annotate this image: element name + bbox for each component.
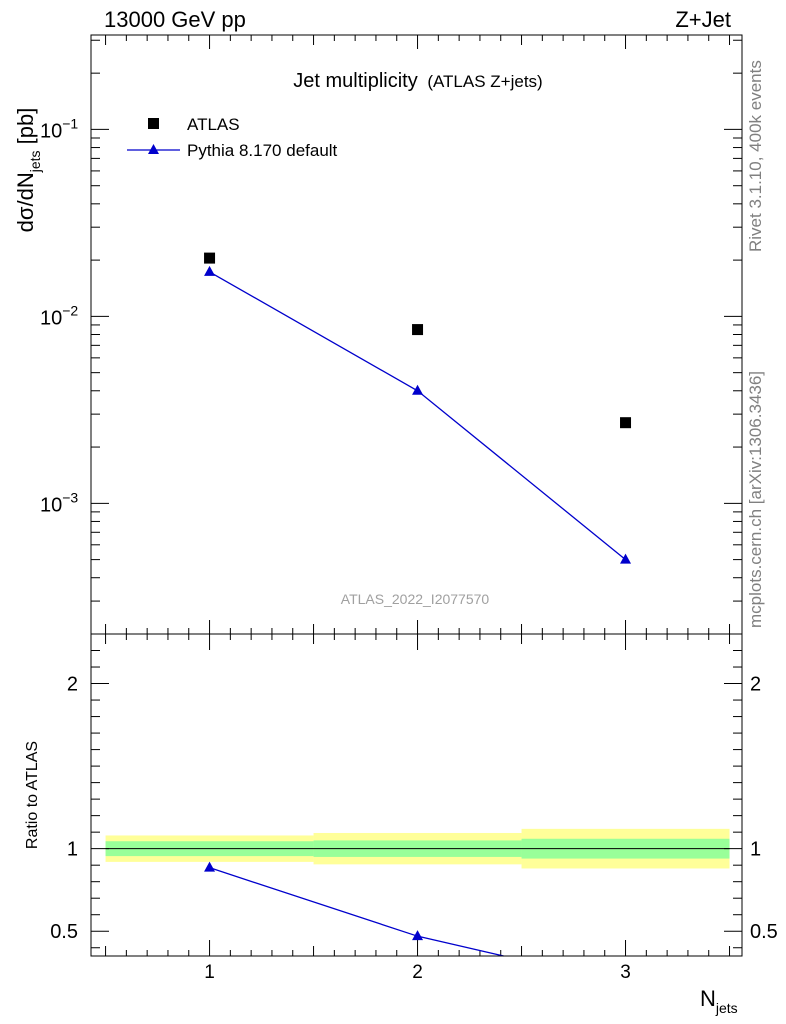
x-tick-label: 3: [620, 962, 631, 983]
chart-subtitle: (ATLAS Z+jets): [427, 72, 542, 91]
atlas-point: [204, 252, 216, 264]
pythia-point: [412, 384, 424, 395]
ratio-panel: 1 2 3 0.5 0.5 1 1 2 2 Ratio to ATLAS Njets: [24, 633, 778, 1016]
legend-pythia-marker: [148, 144, 159, 154]
ratio-y-tick-label: 0.5: [50, 921, 78, 943]
main-y-tick-exp: −3: [62, 489, 78, 505]
ratio-y-tick-label-right: 2: [750, 674, 761, 696]
ratio-pythia-point: [204, 861, 216, 872]
rivet-label: Rivet 3.1.10, 400k events: [746, 60, 765, 252]
main-y-label-unit: [pb]: [13, 108, 38, 151]
chart-title: Jet multiplicity (ATLAS Z+jets): [293, 70, 542, 92]
main-y-axis-label: dσ/dNjets [pb]: [13, 108, 43, 233]
ratio-y-tick-label-right: 0.5: [750, 921, 778, 943]
legend-atlas-label: ATLAS: [187, 115, 240, 134]
main-y-tick-base: 10: [40, 120, 62, 142]
x-tick-label: 1: [204, 962, 215, 983]
energy-label: 13000 GeV pp: [104, 7, 246, 32]
pythia-point: [204, 265, 216, 276]
legend: ATLAS Pythia 8.170 default: [127, 115, 338, 160]
ratio-y-tick-label: 1: [67, 839, 78, 861]
main-y-tick-exp: −2: [62, 302, 78, 318]
process-label: Z+Jet: [675, 7, 731, 32]
main-y-tick-base: 10: [40, 494, 62, 516]
ratio-y-tick-label-right: 1: [750, 839, 761, 861]
main-panel: 10−110−210−3 Jet multiplicity (ATLAS Z+j…: [13, 34, 743, 635]
x-tick-label: 2: [412, 962, 423, 983]
atlas-point: [620, 417, 632, 429]
x-axis-label-main: N: [700, 986, 716, 1011]
main-y-label-sub: jets: [27, 150, 43, 173]
ratio-pythia-point: [412, 930, 424, 941]
main-y-tick-label: 10−1: [40, 115, 78, 142]
legend-pythia-label: Pythia 8.170 default: [187, 141, 338, 160]
pythia-line: [209, 271, 626, 561]
legend-atlas-marker: [148, 118, 159, 129]
main-y-label-part: dσ/dN: [13, 172, 38, 232]
chart-title-main: Jet multiplicity: [293, 70, 417, 92]
source-label: mcplots.cern.ch [arXiv:1306.3436]: [746, 371, 765, 628]
main-y-tick-label: 10−2: [40, 302, 78, 329]
watermark-label: ATLAS_2022_I2077570: [341, 591, 490, 607]
main-y-tick-exp: −1: [62, 115, 78, 131]
main-y-tick-label: 10−3: [40, 489, 78, 516]
ratio-y-tick-label: 2: [67, 674, 78, 696]
atlas-point: [412, 324, 424, 336]
pythia-point: [620, 553, 632, 564]
ratio-pythia-line: [209, 867, 504, 957]
ratio-y-axis-label: Ratio to ATLAS: [24, 741, 41, 849]
main-y-tick-base: 10: [40, 307, 62, 329]
x-axis-label-sub: jets: [715, 1000, 738, 1016]
ratio-frame: [90, 633, 743, 957]
x-axis-label: Njets: [700, 986, 738, 1016]
